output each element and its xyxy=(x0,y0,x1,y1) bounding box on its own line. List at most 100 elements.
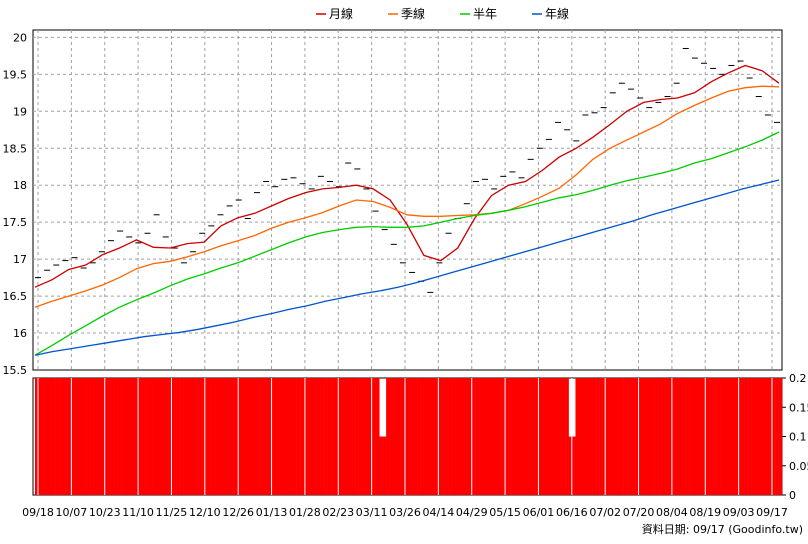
sub-bar xyxy=(761,378,766,495)
sub-bar xyxy=(344,378,349,495)
x-tick-label: 10/23 xyxy=(89,506,121,519)
sub-bar xyxy=(107,378,112,495)
sub-bar xyxy=(578,378,583,495)
sub-bar xyxy=(778,378,783,495)
sub-bar xyxy=(379,436,383,495)
sub-bar xyxy=(592,378,597,495)
x-tick-label: 07/02 xyxy=(589,506,621,519)
sub-bar xyxy=(162,378,167,495)
sub-bar xyxy=(207,378,211,495)
legend-label: 月線 xyxy=(329,6,353,21)
sub-bar xyxy=(90,378,94,495)
sub-bar xyxy=(427,378,432,495)
x-tick-label: 12/10 xyxy=(189,506,221,519)
x-tick-label: 01/28 xyxy=(289,506,321,519)
sub-bar xyxy=(337,378,342,495)
sub-bar xyxy=(327,378,332,495)
sub-y-tick-label: 0.2 xyxy=(789,372,807,385)
sub-bar xyxy=(733,378,738,495)
sub-y-tick-label: 0 xyxy=(789,489,796,502)
y-tick-label: 16 xyxy=(13,327,27,340)
sub-bar xyxy=(454,378,459,495)
sub-bar xyxy=(544,378,549,495)
sub-bar xyxy=(706,378,711,495)
y-tick-label: 20 xyxy=(13,31,27,44)
x-tick-label: 09/18 xyxy=(22,506,54,519)
sub-bar xyxy=(96,378,101,495)
x-tick-label: 05/15 xyxy=(489,506,521,519)
sub-bar xyxy=(145,378,149,495)
y-tick-label: 17.5 xyxy=(3,216,28,229)
sub-bar xyxy=(437,378,442,495)
sub-bar xyxy=(262,378,266,495)
x-tick-label: 04/14 xyxy=(423,506,455,519)
sub-bar xyxy=(640,378,645,495)
sub-bar xyxy=(695,378,700,495)
sub-bar xyxy=(396,378,401,495)
sub-bar xyxy=(355,378,359,495)
sub-bar xyxy=(506,378,511,495)
sub-bar xyxy=(768,378,772,495)
sub-bar xyxy=(716,378,721,495)
sub-bar xyxy=(554,378,559,495)
sub-bar xyxy=(568,436,573,495)
sub-bar xyxy=(55,378,60,495)
sub-bar xyxy=(131,378,136,495)
sub-bar xyxy=(472,378,476,495)
sub-bar xyxy=(148,378,153,495)
sub-bar xyxy=(193,378,198,495)
sub-bar xyxy=(751,378,755,495)
sub-bar xyxy=(48,378,53,495)
sub-bar xyxy=(324,378,328,495)
x-tick-label: 11/25 xyxy=(156,506,188,519)
sub-bar xyxy=(372,378,377,495)
series-line-1 xyxy=(34,85,780,308)
sub-bar xyxy=(465,378,470,495)
sub-bar xyxy=(682,378,686,495)
sub-bar xyxy=(630,378,635,495)
sub-bar xyxy=(52,378,56,495)
sub-bar xyxy=(423,378,428,495)
sub-bar xyxy=(265,378,270,495)
sub-bar xyxy=(475,378,480,495)
sub-bar xyxy=(678,378,683,495)
sub-bar xyxy=(723,378,728,495)
sub-bar xyxy=(430,378,435,495)
x-tick-label: 10/07 xyxy=(56,506,88,519)
x-tick-label: 07/20 xyxy=(623,506,655,519)
x-tick-label: 08/04 xyxy=(656,506,688,519)
sub-bar xyxy=(637,378,642,495)
sub-bar xyxy=(572,436,576,495)
sub-bar xyxy=(86,378,91,495)
sub-bar xyxy=(41,378,46,495)
sub-bar xyxy=(633,378,638,495)
sub-bar xyxy=(485,378,490,495)
sub-bar xyxy=(227,378,232,495)
sub-bar xyxy=(406,378,411,495)
sub-bar xyxy=(434,378,439,495)
sub-bar xyxy=(699,378,704,495)
sub-bar xyxy=(279,378,284,495)
x-tick-label: 03/11 xyxy=(356,506,388,519)
sub-bar xyxy=(93,378,98,495)
sub-bar xyxy=(448,378,452,495)
sub-bar xyxy=(582,378,587,495)
sub-bar xyxy=(537,378,542,495)
sub-bar xyxy=(248,378,253,495)
x-tick-label: 03/26 xyxy=(389,506,421,519)
sub-bar xyxy=(231,378,235,495)
sub-bar xyxy=(720,378,724,495)
sub-bar xyxy=(134,378,139,495)
sub-bar xyxy=(413,378,418,495)
sub-bar xyxy=(300,378,304,495)
x-tick-label: 01/13 xyxy=(256,506,288,519)
data-date-footer: 資料日期: 09/17 (Goodinfo.tw) xyxy=(642,522,803,536)
sub-bar xyxy=(386,378,390,495)
sub-bar xyxy=(158,378,163,495)
series-line-2 xyxy=(34,131,780,356)
sub-bar xyxy=(458,378,463,495)
sub-bar xyxy=(527,378,531,495)
sub-bar xyxy=(661,378,666,495)
sub-bar xyxy=(282,378,287,495)
